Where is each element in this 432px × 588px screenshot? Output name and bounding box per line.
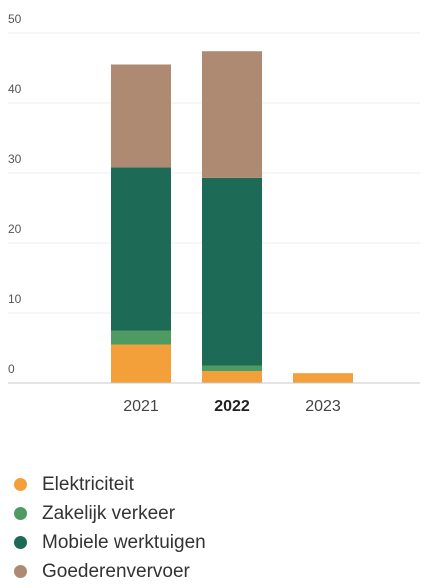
legend-label-zakelijk-verkeer: Zakelijk verkeer — [42, 502, 176, 524]
legend-marker-zakelijk-verkeer — [14, 507, 27, 520]
y-tick-label-40: 40 — [8, 82, 22, 96]
y-tick-label-0: 0 — [8, 362, 15, 376]
legend-marker-elektriciteit — [14, 478, 27, 491]
legend-marker-mobiele-werktuigen — [14, 536, 27, 549]
y-tick-label-10: 10 — [8, 292, 22, 306]
stacked-bar-chart: 0 10 20 30 40 50 2021 2022 2023 — [8, 12, 420, 415]
bar-2022-mobiele-werktuigen — [202, 177, 262, 366]
y-tick-label-20: 20 — [8, 222, 22, 236]
legend-item-zakelijk-verkeer: Zakelijk verkeer — [14, 499, 206, 528]
x-tick-label-2021: 2021 — [123, 398, 159, 415]
legend-item-goederenvervoer: Goederenvervoer — [14, 557, 206, 586]
legend-item-mobiele-werktuigen: Mobiele werktuigen — [14, 528, 206, 557]
y-tick-label-30: 30 — [8, 152, 22, 166]
bar-2023-elektriciteit — [293, 373, 353, 383]
bar-2022-zakelijk-verkeer — [202, 365, 262, 372]
bar-2021-goederenvervoer — [111, 64, 171, 168]
chart-legend: Elektriciteit Zakelijk verkeer Mobiele w… — [14, 470, 206, 586]
legend-marker-goederenvervoer — [14, 565, 27, 578]
x-tick-label-2023: 2023 — [305, 398, 341, 415]
legend-item-elektriciteit: Elektriciteit — [14, 470, 206, 499]
bar-2021-elektriciteit — [111, 344, 171, 383]
legend-label-elektriciteit: Elektriciteit — [42, 473, 134, 495]
y-tick-label-50: 50 — [8, 12, 22, 26]
legend-label-mobiele-werktuigen: Mobiele werktuigen — [42, 531, 206, 553]
bar-2021-zakelijk-verkeer — [111, 330, 171, 345]
x-tick-label-2022: 2022 — [214, 398, 250, 415]
bar-2022-elektriciteit — [202, 371, 262, 383]
bar-2021-mobiele-werktuigen — [111, 167, 171, 331]
legend-label-goederenvervoer: Goederenvervoer — [42, 560, 190, 582]
bar-2022-goederenvervoer — [202, 51, 262, 178]
